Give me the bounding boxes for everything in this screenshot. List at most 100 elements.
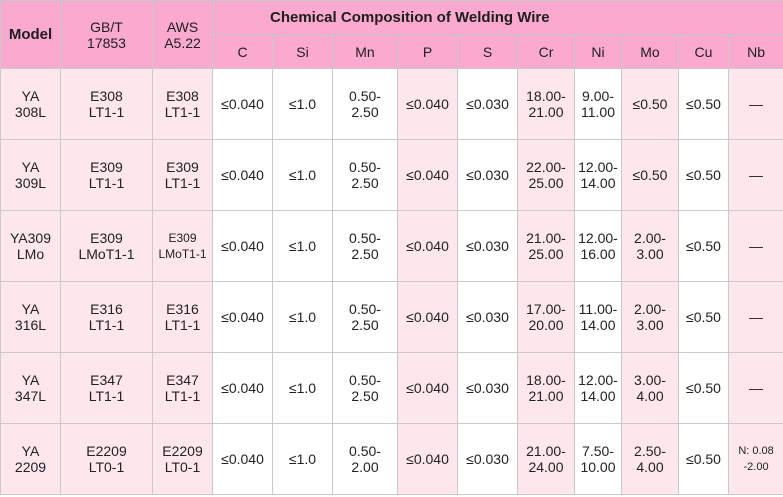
cell-aws-line-1: E308	[166, 88, 199, 104]
table-title: Chemical Composition of Welding Wire	[211, 0, 783, 35]
cell-nb: —	[727, 68, 783, 140]
cell-cu: ≤0.50	[678, 139, 729, 211]
cell-mn-line-2: 2.50	[351, 317, 379, 333]
cell-ni: 12.00- 14.00	[574, 139, 622, 211]
element-header-nb: Nb	[727, 34, 783, 69]
element-header-si: Si	[272, 34, 333, 69]
cell-cr-line-2: 21.00	[528, 388, 564, 404]
cell-gbt-line-1: E309	[90, 159, 123, 175]
cell-cr-line-2: 25.00	[528, 175, 564, 191]
cell-gbt-line-2: LT1-1	[88, 317, 125, 333]
cell-aws-line-1: E316	[166, 301, 199, 317]
cell-aws-line-1: E309	[168, 231, 197, 245]
cell-mo: 2.50- 4.00	[621, 423, 679, 495]
cell-cr: 21.00- 25.00	[517, 210, 575, 282]
cell-ni: 12.00- 14.00	[574, 352, 622, 424]
cell-ni-line-2: 14.00	[580, 388, 616, 404]
cell-ni-line-2: 14.00	[580, 175, 616, 191]
cell-ni-line-2: 11.00	[581, 104, 615, 120]
cell-mn-line-1: 0.50-	[349, 230, 381, 246]
cell-cr-line-1: 21.00-	[526, 443, 566, 459]
element-header-cr: Cr	[517, 34, 575, 69]
cell-cu: ≤0.50	[678, 210, 729, 282]
cell-p: ≤0.040	[397, 423, 458, 495]
cell-ni-line-1: 12.00-	[578, 230, 618, 246]
cell-mn-line-2: 2.50	[351, 175, 379, 191]
cell-mn-line-1: 0.50-	[349, 443, 381, 459]
cell-aws: E2209 LT0-1	[152, 423, 213, 495]
cell-cr: 18.00- 21.00	[517, 68, 575, 140]
cell-mo: 2.00- 3.00	[621, 281, 679, 353]
element-header-mn: Mn	[332, 34, 398, 69]
cell-gbt-line-1: E347	[90, 372, 123, 388]
cell-gbt-line-2: LMoT1-1	[78, 246, 135, 262]
cell-si: ≤1.0	[272, 281, 333, 353]
cell-cr-line-1: 18.00-	[526, 88, 566, 104]
cell-ni-line-1: 12.00-	[578, 159, 618, 175]
cell-mn-line-2: 2.50	[351, 246, 379, 262]
cell-mn: 0.50- 2.00	[332, 423, 398, 495]
cell-mo-line-2: 3.00	[636, 246, 664, 262]
cell-model-line-1: YA	[21, 159, 40, 175]
aws-header-line-2: A5.22	[164, 34, 201, 51]
cell-nb: —	[727, 352, 783, 424]
cell-gbt-line-2: LT0-1	[88, 459, 125, 475]
cell-mn: 0.50- 2.50	[332, 210, 398, 282]
table-row: YA309 LMo E309 LMoT1-1 E309 LMoT1-1 ≤0.040 ≤1.0…	[0, 210, 783, 282]
cell-mn: 0.50- 2.50	[332, 68, 398, 140]
cell-mn: 0.50- 2.50	[332, 139, 398, 211]
cell-gbt: E308 LT1-1	[60, 68, 153, 140]
cell-model: YA 316L	[0, 281, 61, 353]
cell-s: ≤0.030	[457, 68, 518, 140]
cell-aws-line-2: LT1-1	[164, 388, 201, 404]
cell-c: ≤0.040	[212, 68, 273, 140]
cell-p: ≤0.040	[397, 139, 458, 211]
cell-ni-line-1: 12.00-	[578, 372, 618, 388]
cell-model-line-1: YA	[21, 301, 40, 317]
cell-aws-line-2: LT1-1	[164, 104, 201, 120]
cell-mn: 0.50- 2.50	[332, 281, 398, 353]
cell-cr-line-1: 22.00-	[526, 159, 566, 175]
cell-mn-line-2: 2.50	[351, 104, 379, 120]
cell-c: ≤0.040	[212, 281, 273, 353]
cell-nb-line-1: N: 0.08	[738, 445, 774, 457]
cell-model-line-2: LMo	[16, 246, 45, 262]
cell-mn-line-1: 0.50-	[349, 88, 381, 104]
cell-nb: —	[727, 281, 783, 353]
cell-aws: E316 LT1-1	[152, 281, 213, 353]
cell-model-line-2: 347L	[14, 388, 47, 404]
cell-s: ≤0.030	[457, 423, 518, 495]
gbt-header-line-1: GB/T	[90, 18, 123, 35]
cell-nb: —	[727, 210, 783, 282]
cell-cr: 18.00- 21.00	[517, 352, 575, 424]
cell-aws-line-1: E2209	[162, 443, 203, 459]
table-row: YA 347L E347 LT1-1 E347 LT1-1 ≤0.040 ≤1.0 0.50- 2…	[0, 352, 783, 424]
cell-cr-line-2: 20.00	[528, 317, 564, 333]
cell-aws-line-2: LMoT1-1	[158, 247, 207, 261]
table-row: YA 316L E316 LT1-1 E316 LT1-1 ≤0.040 ≤1.0 0.50- 2…	[0, 281, 783, 353]
aws-header-line-1: AWS	[166, 18, 199, 35]
cell-mo-line-1: 2.50-	[634, 443, 666, 459]
table-row: YA 309L E309 LT1-1 E309 LT1-1 ≤0.040 ≤1.0 0.50- 2…	[0, 139, 783, 211]
table-header: Model GB/T 17853 AWS A5.22 Chemical Comp…	[0, 0, 783, 69]
cell-gbt: E309 LT1-1	[60, 139, 153, 211]
element-header-c: C	[212, 34, 273, 69]
cell-aws-line-1: E347	[166, 372, 199, 388]
cell-model: YA 2209	[0, 423, 61, 495]
cell-model-line-2: 308L	[14, 104, 47, 120]
cell-cr: 17.00- 20.00	[517, 281, 575, 353]
aws-header: AWS A5.22	[152, 0, 213, 69]
cell-cr-line-1: 18.00-	[526, 372, 566, 388]
element-header-p: P	[397, 34, 458, 69]
cell-gbt-line-1: E309	[90, 230, 123, 246]
cell-aws: E309 LT1-1	[152, 139, 213, 211]
cell-p: ≤0.040	[397, 352, 458, 424]
gbt-header: GB/T 17853	[60, 0, 153, 69]
cell-mo-line-2: 4.00	[636, 388, 664, 404]
cell-model-line-2: 309L	[14, 175, 47, 191]
element-header-cu: Cu	[678, 34, 729, 69]
cell-aws-line-2: LT1-1	[164, 317, 201, 333]
cell-si: ≤1.0	[272, 139, 333, 211]
cell-nb-line-2: -2.00	[743, 461, 769, 473]
cell-mn-line-2: 2.00	[351, 459, 379, 475]
